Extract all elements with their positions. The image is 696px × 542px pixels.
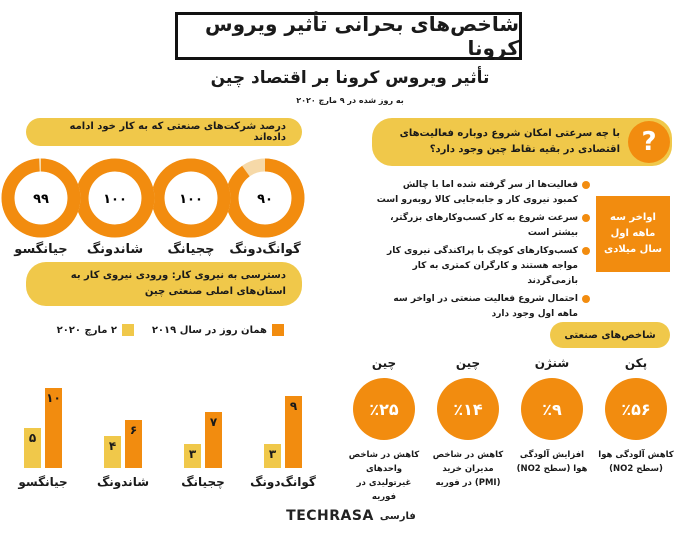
ring-arc — [1, 158, 81, 238]
indicator-desc: افزایش آلودگی هوا (سطح NO2) — [516, 450, 588, 474]
page-subtitle: تأثیر ویروس کرونا بر اقتصاد چین — [210, 68, 490, 88]
ring-chart-jiangsu: ۹۹ — [1, 158, 81, 238]
indicator-china-pmi: چین ٪۱۴ کاهش در شاخص مدیران خرید (PMI) د… — [430, 356, 506, 490]
indicator-value-circle: ٪۵۶ — [605, 378, 667, 440]
ring-chart-zhejiang: ۱۰۰ — [151, 158, 231, 238]
question-mark-icon: ? — [628, 121, 670, 163]
bullet-text: سرعت شروع به کار کسب‌وکارهای بزرگتر، بیش… — [390, 213, 578, 238]
bar-value-label: ۳ — [269, 447, 277, 461]
indicator-shenzhen: شنژن ٪۹ افزایش آلودگی هوا (سطح NO2) — [514, 356, 590, 476]
category-label: چجیانگ — [181, 475, 225, 489]
ring-zhejiang: ۱۰۰ چجیانگ — [146, 158, 236, 257]
recovery-bullet-list: فعالیت‌ها از سر گرفته شده اما با چالش کم… — [376, 178, 590, 325]
bar — [184, 444, 201, 468]
main-title: شاخص‌های بحرانی تأثیر ویروس کرونا — [175, 12, 522, 60]
category-label: شاندونگ — [97, 475, 149, 490]
bar-value-label: ۴ — [109, 439, 116, 453]
indicators-heading: شاخص‌های صنعتی — [550, 322, 670, 348]
indicator-value: ٪۹ — [542, 399, 562, 419]
bar — [285, 396, 302, 468]
bullet-dot-icon — [582, 214, 590, 222]
bullet-dot-icon — [582, 295, 590, 303]
list-item: فعالیت‌ها از سر گرفته شده اما با چالش کم… — [376, 178, 590, 208]
bullet-text: کسب‌وکارهای کوچک با پراکندگی نیروی کار م… — [387, 246, 578, 286]
bar-value-label: ۷ — [210, 415, 218, 429]
legend-label-2020: ۲ مارچ ۲۰۲۰ — [56, 324, 117, 336]
bar — [205, 412, 222, 468]
workforce-heading: دسترسی به نیروی کار: ورودی نیروی کار به … — [26, 262, 302, 306]
ring-shandong: ۱۰۰ شاندونگ — [70, 158, 160, 257]
question-banner: با چه سرعتی امکان شروع دوباره فعالیت‌های… — [372, 118, 672, 166]
indicator-value-circle: ٪۹ — [521, 378, 583, 440]
ring-arc — [151, 158, 231, 238]
bar — [125, 420, 142, 468]
category-label: گوانگ‌دونگ — [250, 475, 316, 490]
indicator-china-nonmfg: چین ٪۲۵ کاهش در شاخص واحدهای غیرتولیدی د… — [346, 356, 422, 504]
legend-swatch-2019 — [272, 324, 284, 336]
indicator-value: ٪۵۶ — [621, 399, 651, 419]
list-item: احتمال شروع فعالیت صنعتی در اواخر سه ماه… — [376, 292, 590, 322]
legend-label-2019: همان روز در سال ۲۰۱۹ — [151, 324, 267, 336]
ring-label: گوانگ‌دونگ — [229, 242, 301, 257]
bar-value-label: ۶ — [130, 423, 137, 437]
timeline-text: اواخر سه ماهه اول سال میلادی — [604, 212, 662, 255]
brand-sub: فارسی — [379, 510, 416, 522]
indicator-desc: کاهش آلودگی هوا (سطح NO2) — [598, 450, 674, 474]
bar-value-label: ۵ — [29, 431, 36, 445]
indicator-value-circle: ٪۲۵ — [353, 378, 415, 440]
ring-arc — [75, 158, 155, 238]
legend-swatch-2020 — [122, 324, 134, 336]
companies-heading-text: درصد شرکت‌های صنعتی که به کار خود ادامه … — [69, 121, 286, 143]
indicator-desc: کاهش در شاخص مدیران خرید (PMI) در فوریه — [432, 450, 504, 488]
bar-value-label: ۹ — [290, 399, 298, 413]
ring-label: چجیانگ — [167, 242, 215, 257]
indicator-beijing: پکن ٪۵۶ کاهش آلودگی هوا (سطح NO2) — [598, 356, 674, 476]
bar-value-label: ۱۰ — [46, 391, 61, 405]
category-label: جیانگسو — [17, 475, 67, 490]
ring-value: ۹۰ — [257, 192, 273, 207]
indicator-value: ٪۱۴ — [453, 399, 483, 419]
bullet-dot-icon — [582, 247, 590, 255]
bullet-dot-icon — [582, 181, 590, 189]
ring-value: ۱۰۰ — [179, 192, 203, 207]
list-item: سرعت شروع به کار کسب‌وکارهای بزرگتر، بیش… — [376, 211, 590, 241]
ring-arc — [225, 158, 305, 238]
bar-value-label: ۳ — [189, 447, 197, 461]
indicator-city: پکن — [624, 356, 648, 370]
indicator-value: ٪۲۵ — [369, 399, 399, 419]
bar — [104, 436, 121, 468]
bullet-text: فعالیت‌ها از سر گرفته شده اما با چالش کم… — [376, 180, 578, 205]
brand-logo: TECHRASA — [286, 508, 374, 524]
indicator-city: شنژن — [534, 356, 570, 370]
workforce-heading-text: دسترسی به نیروی کار: ورودی نیروی کار به … — [70, 270, 286, 297]
companies-heading: درصد شرکت‌های صنعتی که به کار خود ادامه … — [26, 118, 302, 146]
ring-value: ۹۹ — [33, 192, 49, 207]
bar — [45, 388, 62, 468]
ring-jiangsu: ۹۹ جیانگسو — [0, 158, 86, 257]
ring-guangdong: ۹۰ گوانگ‌دونگ — [220, 158, 310, 257]
question-text: با چه سرعتی امکان شروع دوباره فعالیت‌های… — [399, 128, 620, 155]
bar — [264, 444, 281, 468]
timeline-box: اواخر سه ماهه اول سال میلادی — [596, 196, 670, 272]
workforce-bar-chart: ۵ ۱۰ جیانگسو ۴۶ شاندونگ ۳ ۷ چجیانگ ۳ ۹ گوانگ‌دونگ — [17, 388, 316, 490]
ring-chart-guangdong: ۹۰ — [225, 158, 305, 238]
legend-2019: همان روز در سال ۲۰۱۹ — [152, 324, 284, 336]
indicators-heading-text: شاخص‌های صنعتی — [564, 329, 656, 341]
footer-brand: TECHRASA فارسی — [286, 508, 416, 524]
bullet-text: احتمال شروع فعالیت صنعتی در اواخر سه ماه… — [393, 294, 578, 319]
ring-chart-shandong: ۱۰۰ — [75, 158, 155, 238]
indicator-city: چین — [455, 356, 481, 370]
indicator-desc: کاهش در شاخص واحدهای غیرتولیدی در فوریه — [348, 450, 420, 502]
ring-label: شاندونگ — [86, 242, 144, 257]
update-date: به روز شده در ۹ مارچ ۲۰۲۰ — [296, 96, 404, 105]
indicator-city: چین — [371, 356, 397, 370]
legend-2020: ۲ مارچ ۲۰۲۰ — [57, 324, 134, 336]
ring-value: ۱۰۰ — [103, 192, 127, 207]
indicator-value-circle: ٪۱۴ — [437, 378, 499, 440]
ring-label: جیانگسو — [14, 242, 68, 257]
list-item: کسب‌وکارهای کوچک با پراکندگی نیروی کار م… — [376, 244, 590, 289]
bar — [24, 428, 41, 468]
